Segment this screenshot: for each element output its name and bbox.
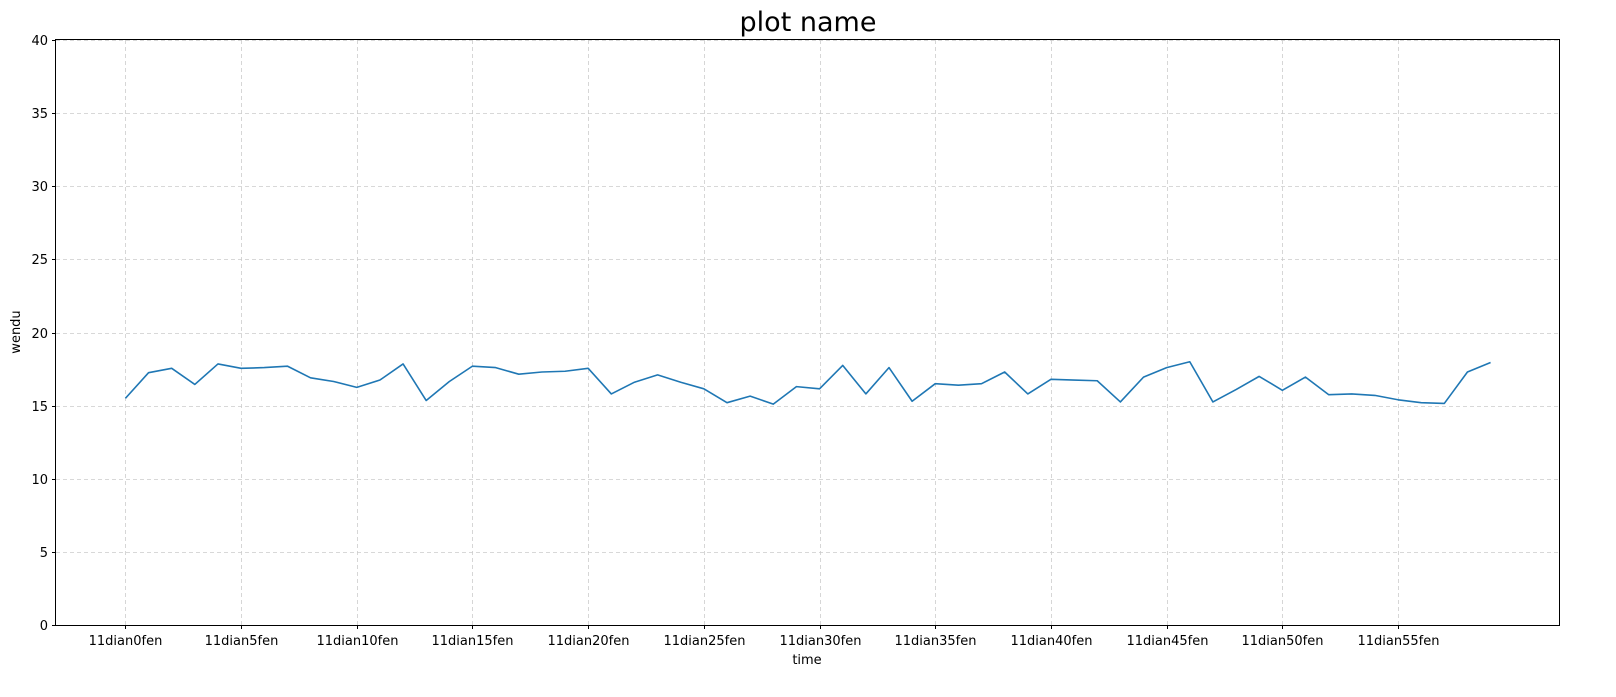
- y-tick-label: 30: [31, 180, 48, 195]
- series-layer: [124, 360, 1491, 405]
- x-axis-label: time: [792, 653, 821, 668]
- x-tick-label: 11dian50fen: [1242, 634, 1324, 649]
- grid: [56, 40, 1560, 626]
- x-tick-label: 11dian45fen: [1127, 634, 1209, 649]
- x-tick-label: 11dian25fen: [664, 634, 746, 649]
- x-tick-label: 11dian15fen: [432, 634, 514, 649]
- y-tick-label: 15: [31, 400, 48, 415]
- x-tick-label: 11dian20fen: [548, 634, 630, 649]
- y-tick-label: 40: [31, 34, 48, 49]
- plot-frame: [55, 39, 1560, 626]
- x-tick-label: 11dian30fen: [780, 634, 862, 649]
- series-line: [124, 360, 1491, 405]
- y-tick-label: 10: [31, 473, 48, 488]
- x-tick-label: 11dian55fen: [1358, 634, 1440, 649]
- y-axis-label: wendu: [9, 310, 24, 353]
- chart-title: plot name: [740, 7, 877, 38]
- x-tick-label: 11dian10fen: [317, 634, 399, 649]
- y-tick-label: 35: [31, 107, 48, 122]
- x-tick-label: 11dian40fen: [1011, 634, 1093, 649]
- y-axis-ticks: 0 5 10 15 20 25 30 35 40: [31, 34, 56, 634]
- y-tick-label: 5: [40, 546, 48, 561]
- y-tick-label: 0: [40, 619, 48, 634]
- x-tick-label: 11dian35fen: [895, 634, 977, 649]
- y-tick-label: 25: [31, 253, 48, 268]
- x-tick-label: 11dian0fen: [89, 634, 163, 649]
- x-axis-ticks: 11dian0fen 11dian5fen 11dian10fen 11dian15f…: [89, 625, 1440, 649]
- y-tick-label: 20: [31, 327, 48, 342]
- x-tick-label: 11dian5fen: [205, 634, 279, 649]
